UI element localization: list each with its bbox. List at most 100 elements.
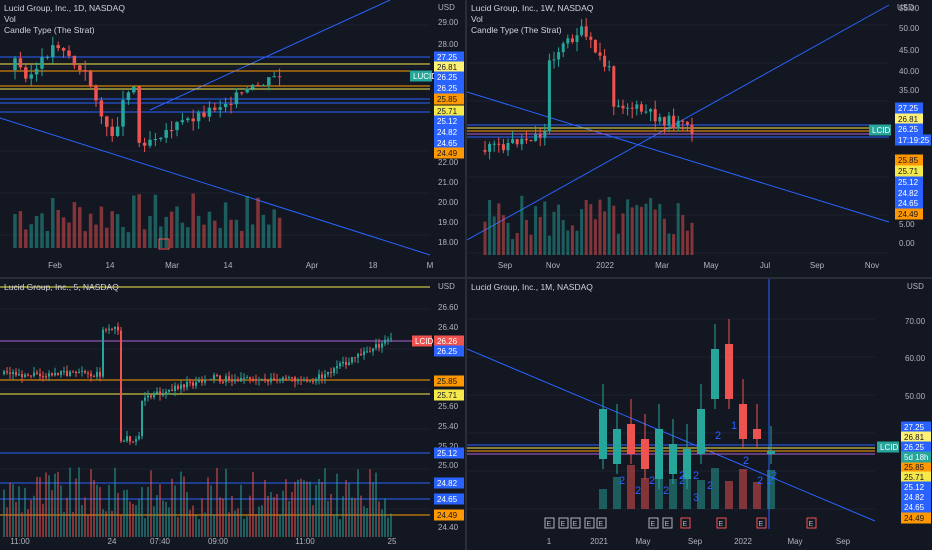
volume-bar: [196, 215, 201, 248]
strat-label: 2: [757, 475, 763, 487]
daily-x-label: M: [427, 261, 434, 270]
volume-bar: [94, 224, 98, 248]
candle-body: [240, 378, 242, 382]
weekly-chart-canvas[interactable]: USD55.0050.0045.0040.0035.0030.0027.2526…: [467, 0, 932, 277]
weekly-price-tag: 26.25: [898, 125, 919, 134]
volume-bar: [12, 484, 14, 537]
weekly-symbol-tag: LCID: [872, 126, 890, 135]
monthly-countdown: 5d 18h: [904, 453, 928, 462]
candle-body: [231, 379, 233, 382]
weekly-x-label: May: [703, 261, 718, 270]
candle-body: [252, 378, 254, 380]
monthly-price-tag-bg: [901, 512, 931, 524]
pane-monthly-chart[interactable]: 2 2 2 2 2 2 2 2 1 2 2 2 2 3 2 E E E E E E E E E E E USD 70.00 60.00 5…: [467, 279, 932, 550]
candle-body: [33, 372, 35, 376]
candle-body: [243, 377, 245, 379]
candle-body: [300, 379, 302, 381]
weekly-price-tag: 24.82: [898, 189, 919, 198]
pane-divider-vertical[interactable]: [465, 0, 467, 550]
candle-body: [378, 344, 380, 348]
candle-body: [129, 436, 131, 442]
volume-bar: [644, 203, 648, 255]
volume-bar: [580, 209, 584, 255]
candle-body: [272, 76, 276, 78]
volume-bar: [219, 497, 221, 537]
candle-body: [204, 379, 206, 383]
weekly-x-label: Nov: [546, 261, 560, 270]
candle-body: [515, 139, 519, 145]
strat-label: 2: [715, 430, 721, 442]
monthly-price-tag: 24.65: [904, 503, 925, 512]
volume-bar: [276, 494, 278, 537]
volume-bar: [159, 226, 163, 248]
candle-body: [327, 371, 329, 375]
volume-bar: [627, 465, 635, 509]
candle-body: [94, 86, 98, 101]
volume-bar: [256, 197, 260, 248]
volume-bar: [81, 505, 83, 537]
pane-5min-chart[interactable]: USD 26.60 26.40 LCID 26.26 26.25 25.85 25.71 25.…: [0, 279, 465, 550]
volume-bar: [613, 477, 621, 509]
volume-bar: [165, 501, 167, 537]
daily-currency-label: USD: [438, 3, 455, 12]
strat-label: 2: [707, 480, 713, 492]
candle-body: [126, 436, 128, 441]
candle-body: [237, 379, 239, 382]
volume-bar: [36, 476, 38, 537]
candle-body: [195, 382, 197, 386]
candle-body: [288, 377, 290, 379]
volume-bar: [189, 509, 191, 537]
volume-bar: [354, 498, 356, 537]
daily-price-tag: 25.12: [437, 117, 458, 126]
daily-price-tag-bg: [434, 51, 464, 63]
pane-divider-horizontal[interactable]: [0, 277, 932, 279]
volume-bar: [667, 233, 671, 255]
candle-body: [159, 137, 163, 140]
volume-bar: [767, 470, 775, 509]
candle-body: [99, 372, 101, 377]
candle-body: [67, 50, 71, 56]
candle-body: [102, 329, 104, 377]
volume-bar: [84, 497, 86, 537]
volume-bar: [162, 500, 164, 537]
volume-bar: [180, 222, 185, 248]
strat-label: 2: [693, 470, 699, 482]
volume-bar: [630, 207, 634, 255]
pane-daily-chart[interactable]: USD 29.00 28.00 27.25 26.81 LUCID 26.25 26.25 25…: [0, 0, 465, 277]
volume-bar: [616, 233, 620, 255]
volume-bar: [626, 199, 630, 255]
earnings-marker-label: E: [809, 521, 814, 528]
candle-body: [132, 86, 136, 93]
volume-bar: [662, 218, 666, 255]
earnings-marker-icon: [158, 238, 170, 250]
trend-line: [149, 0, 391, 111]
volume-bar: [282, 490, 284, 537]
candle-body: [711, 349, 719, 399]
candle-body: [616, 105, 620, 107]
weekly-price-label: 50.00: [899, 24, 920, 33]
candle-body: [196, 112, 201, 122]
candle-body: [115, 126, 120, 136]
volume-bar: [132, 503, 134, 537]
earnings-marker-label: E: [683, 521, 688, 528]
earnings-marker-icon: [570, 517, 581, 529]
monthly-price-tag-bg: [901, 431, 931, 443]
volume-bar: [681, 215, 685, 255]
candle-body: [142, 142, 147, 146]
candle-body: [162, 394, 164, 396]
daily-x-label: 14: [224, 261, 233, 270]
volume-bar: [78, 467, 80, 537]
candle-body: [282, 377, 284, 380]
candle-body: [381, 343, 383, 348]
volume-bar: [685, 230, 689, 255]
volume-bar: [96, 484, 98, 537]
volume-bar: [75, 478, 77, 537]
candle-body: [627, 424, 635, 454]
strat-label: 2: [619, 475, 625, 487]
daily-x-label: 18: [369, 261, 378, 270]
volume-bar: [297, 479, 299, 537]
pane-weekly-chart[interactable]: USD55.0050.0045.0040.0035.0030.0027.2526…: [467, 0, 932, 277]
